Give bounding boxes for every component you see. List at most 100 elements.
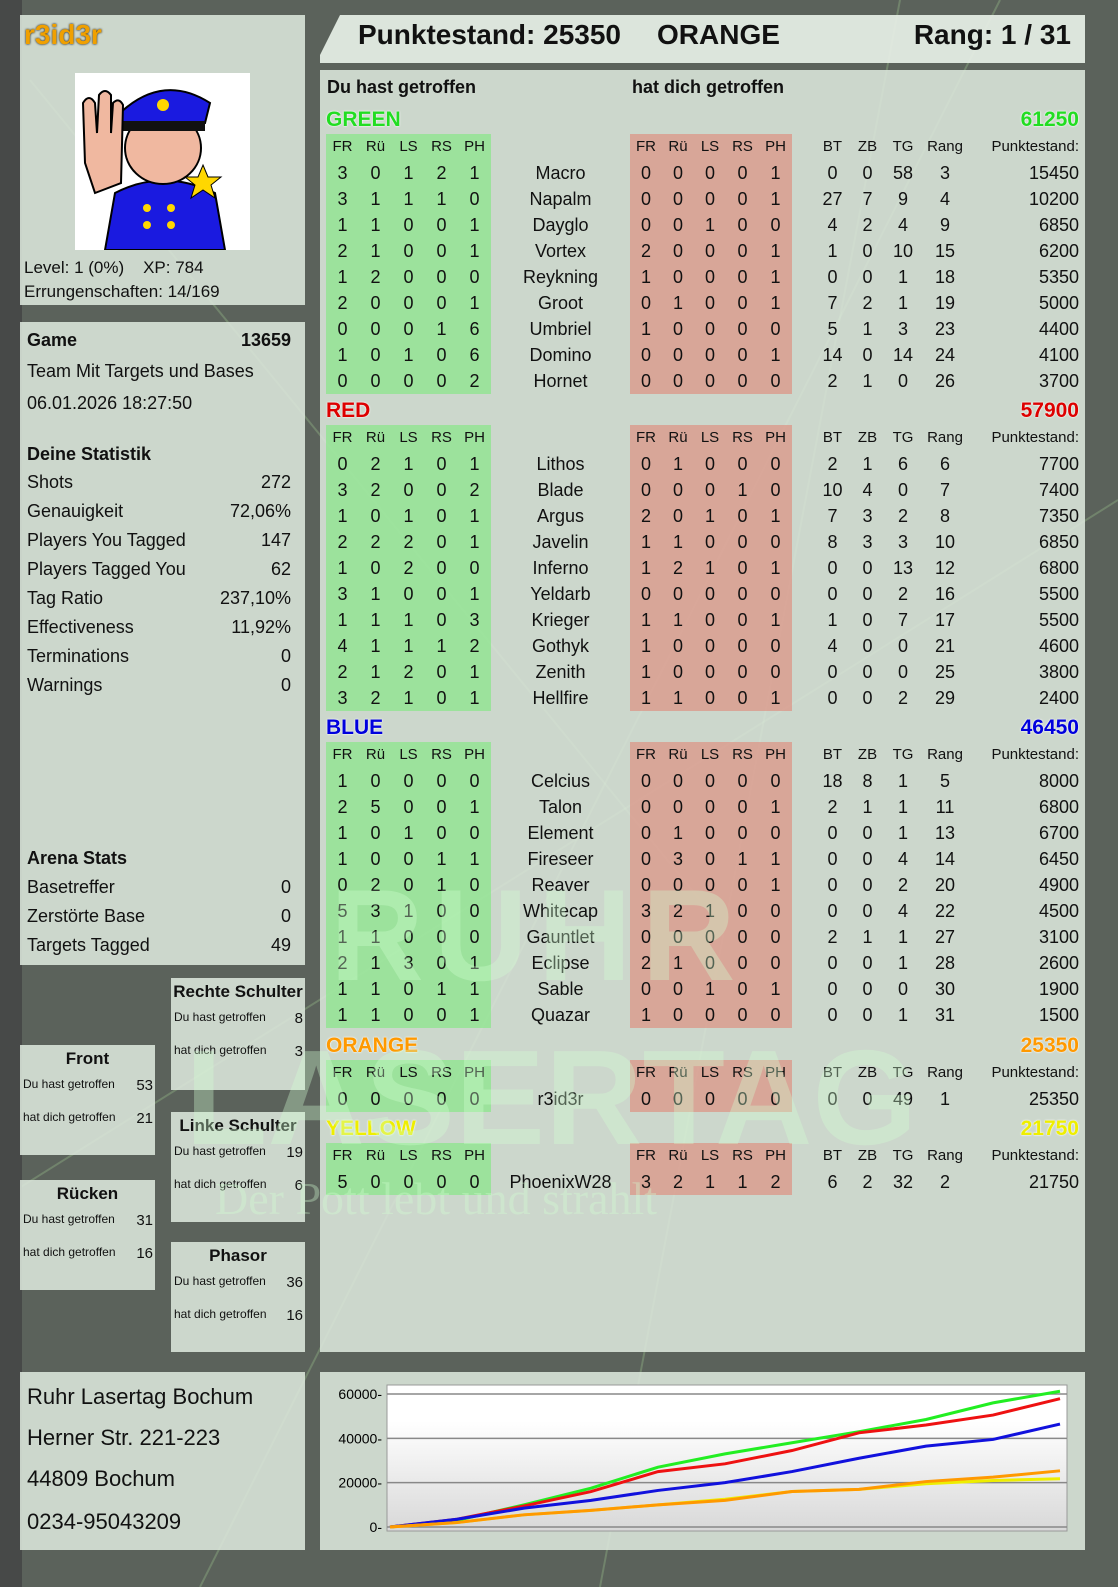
zone-value: 8 — [294, 1010, 303, 1027]
stat-value: 72,06% — [229, 501, 291, 521]
game-row: Game 13659 — [27, 330, 291, 350]
stat-cell — [792, 555, 815, 581]
stat-cell: 4 — [939, 189, 950, 209]
stat-cell: 1 — [392, 160, 425, 186]
stat-cell: 0 — [862, 163, 873, 183]
column-header: RS — [425, 425, 458, 451]
stat-cell: 0 — [392, 846, 425, 872]
player-name-cell: Vortex — [534, 241, 587, 261]
stat-cell: 0 — [458, 264, 491, 290]
stat-cell: 0 — [630, 768, 662, 794]
column-header: ZB — [857, 138, 878, 155]
stat-cell: 0 — [759, 368, 792, 394]
stat-cell: 1 — [630, 607, 662, 633]
stat-cell: 5 — [939, 771, 950, 791]
stat-cell: 1 — [458, 290, 491, 316]
stat-value: 272 — [260, 472, 291, 492]
column-header: Rang — [927, 138, 963, 155]
stat-cell: 5 — [326, 1169, 359, 1195]
stat-cell: 1 — [326, 976, 359, 1002]
stat-cell: 0 — [862, 953, 873, 973]
stat-cell: 2 — [827, 454, 838, 474]
stat-label: Effectiveness — [27, 617, 134, 637]
stat-cell: 17 — [934, 610, 956, 630]
stat-cell: 0 — [759, 768, 792, 794]
stat-cell: 1 — [392, 342, 425, 368]
stat-cell: 0 — [662, 633, 694, 659]
team-score: 25350 — [1020, 1034, 1079, 1057]
stat-cell: 0 — [425, 212, 458, 238]
stat-cell: 0 — [425, 950, 458, 976]
stat-cell: 3 — [630, 898, 662, 924]
stat-cell: 29 — [934, 688, 956, 708]
stat-cell: 1 — [326, 555, 359, 581]
column-header: FR — [326, 1143, 359, 1169]
zone-value: 21 — [136, 1110, 153, 1127]
stat-cell: 0 — [392, 872, 425, 898]
stat-cell: 1 — [458, 503, 491, 529]
stat-row: Warnings 0 — [27, 675, 291, 696]
stat-cell: 2 — [392, 659, 425, 685]
column-header: LS — [392, 134, 425, 160]
stat-cell: 0 — [392, 290, 425, 316]
stat-cell: 0 — [662, 1086, 694, 1112]
stat-cell: 0 — [662, 581, 694, 607]
column-header: Punktestand: — [991, 138, 1079, 155]
stat-cell: 2 — [326, 529, 359, 555]
score-header: Punktestand: 25350 ORANGE Rang: 1 / 31 — [320, 15, 1085, 63]
stat-cell: 0 — [694, 633, 726, 659]
y-tick-label: 20000- — [338, 1475, 382, 1491]
zone-value: 3 — [294, 1043, 303, 1060]
stat-cell: 0 — [630, 451, 662, 477]
stat-cell: 2 — [939, 1172, 950, 1192]
stat-cell: 0 — [630, 846, 662, 872]
stat-cell: 0 — [759, 316, 792, 342]
player-name-cell: Talon — [538, 797, 583, 817]
stat-cell: 9 — [897, 189, 908, 209]
column-header: RS — [726, 1143, 759, 1169]
stat-cell: 0 — [630, 212, 662, 238]
column-header: FR — [630, 1060, 662, 1086]
column-header: RS — [425, 742, 458, 768]
stat-cell: 0 — [759, 950, 792, 976]
player-score-cell: 4900 — [1038, 875, 1079, 895]
stat-cell: 0 — [326, 1086, 359, 1112]
team-table: FR Rü LS RS PH FR Rü LS RS PH BT ZB TG Rang Punktestan… — [326, 1143, 1079, 1195]
stat-cell: 1 — [862, 319, 873, 339]
stat-cell: 0 — [630, 924, 662, 950]
stat-cell: 23 — [934, 319, 956, 339]
stat-cell: 0 — [630, 872, 662, 898]
stat-label: Targets Tagged — [27, 935, 150, 955]
stat-cell: 1 — [392, 451, 425, 477]
stat-cell: 2 — [897, 875, 908, 895]
stat-cell: 0 — [425, 607, 458, 633]
player-score-cell: 6700 — [1038, 823, 1079, 843]
stat-cell: 0 — [425, 368, 458, 394]
stat-cell: 0 — [662, 342, 694, 368]
stat-cell: 0 — [694, 768, 726, 794]
stat-cell: 0 — [862, 1005, 873, 1025]
column-header: Rang — [927, 1064, 963, 1081]
stat-cell: 1 — [897, 797, 908, 817]
column-header: FR — [630, 425, 662, 451]
you-hit-heading: Du hast getroffen — [327, 77, 477, 97]
player-name-cell: Lithos — [536, 454, 585, 474]
stat-cell: 0 — [726, 924, 759, 950]
stat-cell: 7 — [862, 189, 873, 209]
column-header: FR — [326, 425, 359, 451]
column-header: PH — [458, 425, 491, 451]
stat-cell: 1 — [458, 1002, 491, 1028]
stat-cell: 1 — [326, 924, 359, 950]
player-score-cell: 3700 — [1038, 371, 1079, 391]
stat-cell: 0 — [359, 1086, 392, 1112]
player-name-cell: PhoenixW28 — [509, 1172, 612, 1192]
stat-cell: 0 — [458, 186, 491, 212]
team-section-red: RED 57900 FR Rü LS RS PH FR Rü LS RS PH BT ZB TG Rang Pu… — [326, 397, 1079, 711]
stat-cell: 0 — [458, 872, 491, 898]
stat-cell: 10 — [822, 480, 843, 500]
stat-cell: 0 — [694, 607, 726, 633]
stat-cell: 1 — [326, 768, 359, 794]
stat-cell: 1 — [862, 454, 873, 474]
column-header — [491, 1143, 630, 1169]
stat-cell: 0 — [897, 480, 908, 500]
